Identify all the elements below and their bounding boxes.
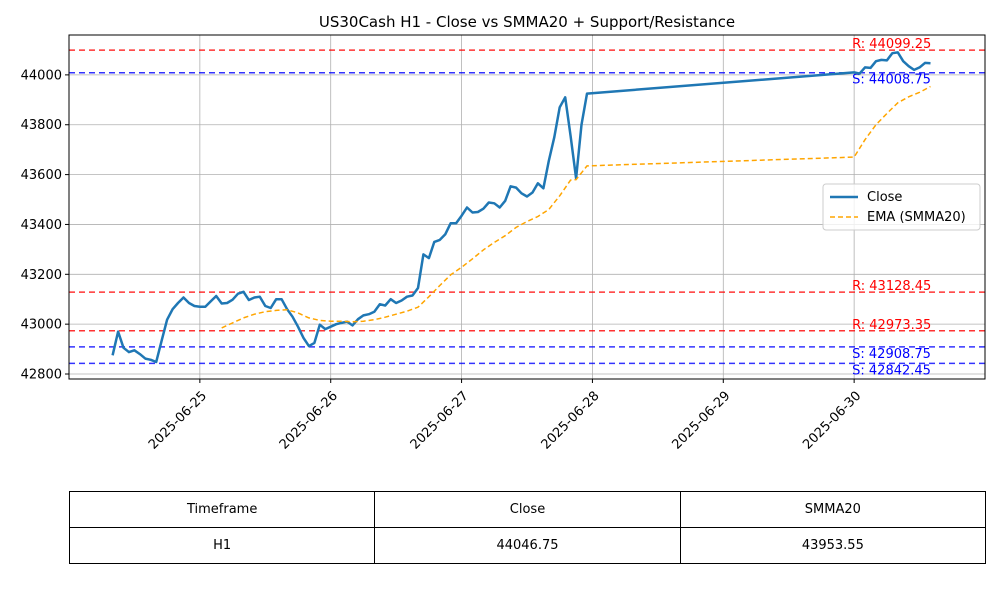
x-tick-label: 2025-06-25: [146, 389, 210, 453]
y-tick-label: 43000: [21, 318, 62, 333]
x-tick-label: 2025-06-28: [539, 389, 603, 453]
table-cell-timeframe: H1: [68, 527, 376, 564]
table-header-close: Close: [374, 491, 681, 528]
series-layer: [111, 51, 931, 364]
legend: Close EMA (SMMA20): [822, 183, 981, 231]
table-header-timeframe: Timeframe: [68, 491, 376, 528]
series-line-close: [111, 51, 931, 364]
x-tick-label: 2025-06-26: [277, 389, 341, 453]
y-tick-label: 44000: [21, 68, 62, 83]
x-tick-label: 2025-06-27: [408, 389, 472, 453]
summary-table: Timeframe Close SMMA20 H1 44046.75 43953…: [68, 491, 987, 564]
y-tick-label: 42800: [21, 368, 62, 383]
table-cell-close: 44046.75: [374, 527, 681, 564]
legend-box: [822, 183, 981, 231]
resistance-label: R: 42973.35: [852, 318, 931, 333]
table-cell-smma20: 43953.55: [679, 527, 987, 564]
resistance-label: R: 43128.45: [852, 279, 931, 294]
y-tick-label: 43200: [21, 268, 62, 283]
series-line-smma20: [221, 85, 931, 329]
y-tick-label: 43400: [21, 218, 62, 233]
chart-title: US30Cash H1 - Close vs SMMA20 + Support/…: [319, 13, 735, 31]
resistance-label: R: 44099.25: [852, 37, 931, 52]
y-axis: 42800 43000 43200 43400 43600 43800 44000: [21, 68, 69, 383]
x-tick-label: 2025-06-30: [800, 389, 864, 453]
support-label: S: 42908.75: [852, 347, 931, 362]
x-axis: 2025-06-25 2025-06-26 2025-06-27 2025-06-28…: [146, 379, 864, 453]
legend-smma-label: EMA (SMMA20): [867, 210, 966, 225]
table-header-smma20: SMMA20: [679, 491, 987, 528]
support-label: S: 42842.45: [852, 363, 931, 378]
plot-frame: [68, 34, 986, 380]
x-tick-label: 2025-06-29: [669, 389, 733, 453]
table-row: H1 44046.75 43953.55: [68, 527, 987, 564]
chart: US30Cash H1 - Close vs SMMA20 + Support/…: [21, 13, 986, 453]
y-tick-label: 43800: [21, 118, 62, 133]
legend-close-label: Close: [867, 190, 902, 205]
support-resistance-levels: R: 44099.25 S: 44008.75 R: 43128.45 R: 4297…: [69, 37, 985, 378]
y-tick-label: 43600: [21, 168, 62, 183]
support-label: S: 44008.75: [852, 73, 931, 88]
table-header-row: Timeframe Close SMMA20: [68, 491, 987, 528]
